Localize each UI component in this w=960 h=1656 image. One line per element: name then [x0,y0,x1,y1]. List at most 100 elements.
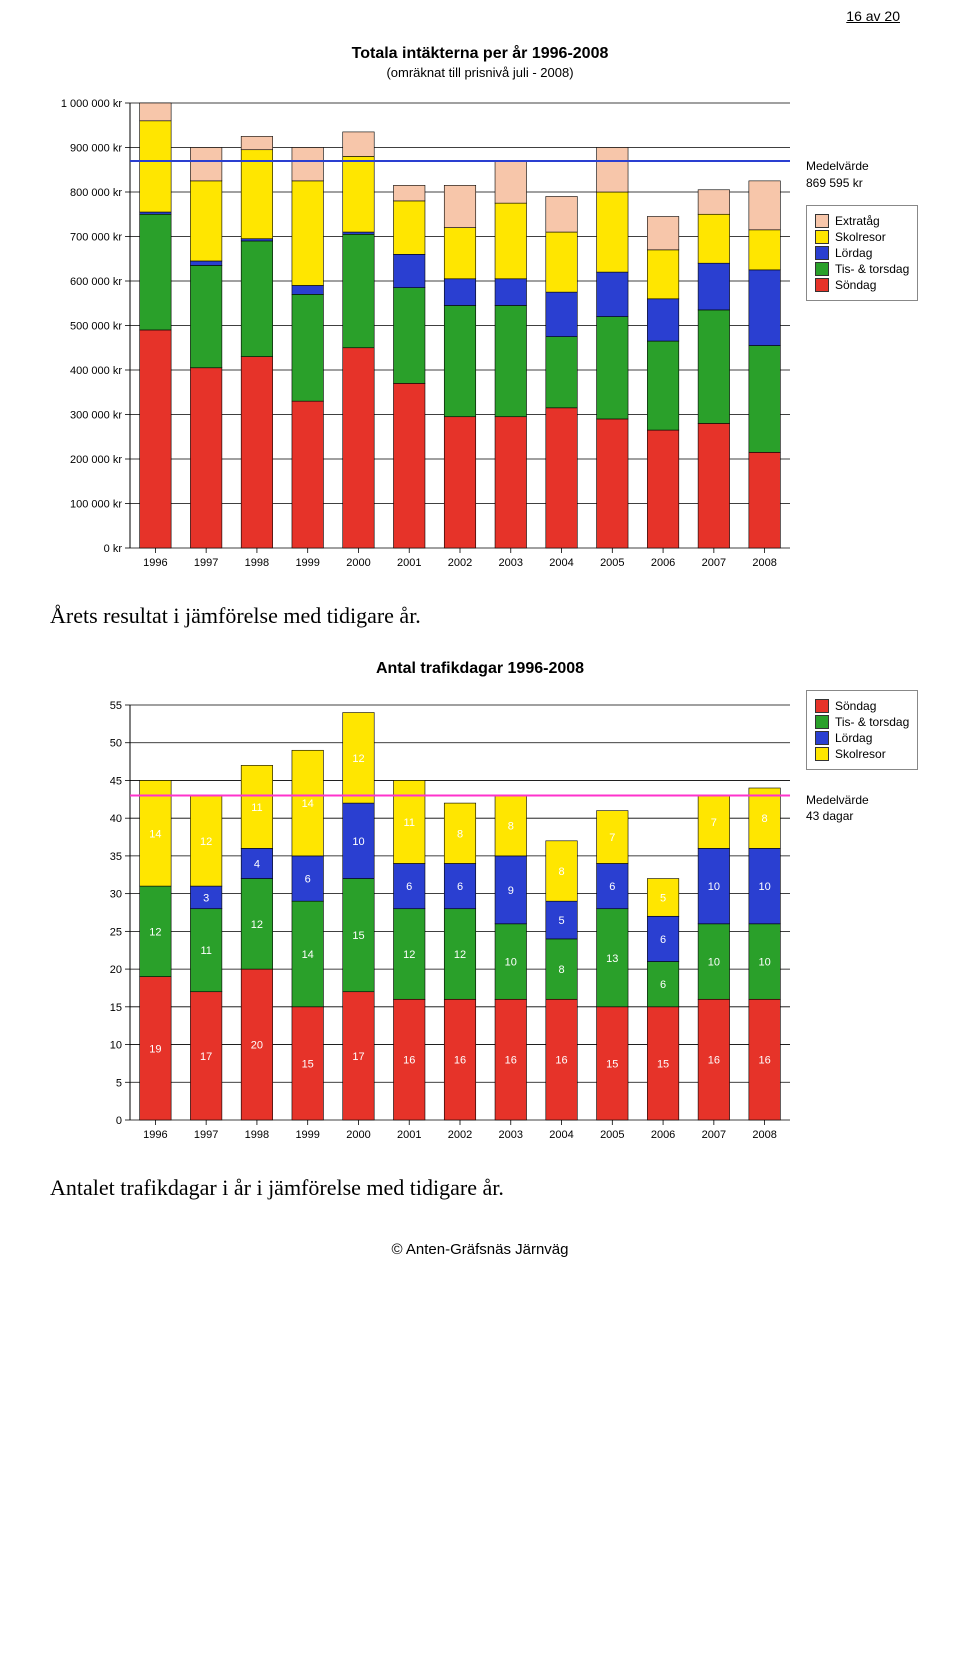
chart2-title: Antal trafikdagar 1996-2008 [40,659,920,680]
chart1-plot: 0 kr100 000 kr200 000 kr300 000 kr400 00… [40,88,800,583]
svg-text:5: 5 [660,892,666,904]
svg-text:9: 9 [508,884,514,896]
svg-text:2008: 2008 [752,1129,776,1141]
svg-text:6: 6 [406,881,412,893]
legend-label: Skolresor [835,747,886,761]
legend-label: Extratåg [835,214,880,228]
svg-text:19: 19 [149,1043,161,1055]
legend-item: Tis- & torsdag [815,262,909,276]
chart2-mean-label: Medelvärde 43 dagar [806,792,918,826]
svg-text:14: 14 [149,828,161,840]
svg-text:2007: 2007 [702,1129,726,1141]
svg-text:20: 20 [110,964,122,976]
legend-label: Skolresor [835,230,886,244]
svg-text:1997: 1997 [194,1129,218,1141]
svg-text:2001: 2001 [397,1129,421,1141]
chart2-legend: Söndag Tis- & torsdag Lördag Skolresor [806,690,918,770]
svg-text:35: 35 [110,851,122,863]
svg-text:15: 15 [302,1058,314,1070]
legend-item: Lördag [815,731,909,745]
legend-swatch [815,715,829,729]
legend-swatch [815,230,829,244]
svg-text:12: 12 [149,926,161,938]
svg-text:2000: 2000 [346,1129,370,1141]
svg-text:50: 50 [110,737,122,749]
legend-item: Söndag [815,278,909,292]
svg-text:10: 10 [708,956,720,968]
svg-text:12: 12 [200,835,212,847]
legend-swatch [815,262,829,276]
footer-copyright: © Anten-Gräfsnäs Järnväg [0,1241,960,1258]
svg-text:10: 10 [505,956,517,968]
legend-item: Tis- & torsdag [815,715,909,729]
svg-text:15: 15 [606,1058,618,1070]
svg-text:11: 11 [404,817,415,829]
svg-text:7: 7 [609,832,615,844]
svg-text:6: 6 [305,873,311,885]
legend-swatch [815,747,829,761]
legend-label: Tis- & torsdag [835,715,909,729]
svg-text:600 000 kr: 600 000 kr [70,276,122,288]
svg-text:2005: 2005 [600,1129,624,1141]
svg-text:6: 6 [457,881,463,893]
legend-swatch [815,214,829,228]
svg-text:2006: 2006 [651,1129,675,1141]
legend-item: Skolresor [815,747,909,761]
svg-text:6: 6 [660,979,666,991]
svg-text:8: 8 [558,964,564,976]
svg-text:2000: 2000 [346,557,370,569]
svg-text:700 000 kr: 700 000 kr [70,231,122,243]
svg-text:0: 0 [116,1115,122,1127]
svg-text:45: 45 [110,775,122,787]
legend-item: Söndag [815,699,909,713]
svg-text:1999: 1999 [295,1129,319,1141]
svg-text:1997: 1997 [194,557,218,569]
svg-text:10: 10 [708,881,720,893]
svg-text:14: 14 [302,798,314,810]
svg-text:6: 6 [609,881,615,893]
svg-text:30: 30 [110,888,122,900]
svg-text:1998: 1998 [245,557,269,569]
svg-text:10: 10 [758,881,770,893]
svg-text:400 000 kr: 400 000 kr [70,365,122,377]
svg-text:8: 8 [558,866,564,878]
svg-text:5: 5 [558,915,564,927]
svg-text:800 000 kr: 800 000 kr [70,187,122,199]
legend-label: Söndag [835,699,876,713]
svg-text:17: 17 [352,1050,364,1062]
svg-text:6: 6 [660,934,666,946]
svg-text:5: 5 [116,1077,122,1089]
caption1: Årets resultat i jämförelse med tidigare… [50,603,910,629]
legend-label: Lördag [835,246,872,260]
svg-text:10: 10 [758,956,770,968]
svg-text:16: 16 [403,1054,415,1066]
chart2-container: Antal trafikdagar 1996-2008 0 5 10 15 20 25 30… [40,659,920,1155]
svg-text:1 000 000 kr: 1 000 000 kr [61,98,122,110]
caption2: Antalet trafikdagar i år i jämförelse me… [50,1175,910,1201]
svg-text:500 000 kr: 500 000 kr [70,320,122,332]
svg-text:3: 3 [203,892,209,904]
svg-text:2004: 2004 [549,557,573,569]
chart1-title: Totala intäkterna per år 1996-2008 [40,44,920,65]
svg-text:13: 13 [606,952,618,964]
svg-text:1996: 1996 [143,557,167,569]
svg-text:2007: 2007 [702,557,726,569]
svg-text:16: 16 [505,1054,517,1066]
svg-text:25: 25 [110,926,122,938]
svg-text:300 000 kr: 300 000 kr [70,409,122,421]
svg-text:16: 16 [454,1054,466,1066]
svg-text:2003: 2003 [499,1129,523,1141]
chart1-container: Totala intäkterna per år 1996-2008 (omrä… [40,44,920,583]
svg-text:17: 17 [200,1050,212,1062]
chart1-mean-label: Medelvärde 869 595 kr [806,158,918,192]
chart1-legend: Extratåg Skolresor Lördag Tis- & torsdag Sön… [806,205,918,301]
svg-text:8: 8 [762,813,768,825]
svg-text:2008: 2008 [752,557,776,569]
legend-swatch [815,731,829,745]
legend-label: Söndag [835,278,876,292]
svg-text:20: 20 [251,1039,263,1051]
svg-text:10: 10 [352,835,364,847]
svg-text:12: 12 [403,949,415,961]
svg-text:16: 16 [708,1054,720,1066]
svg-text:0 kr: 0 kr [104,543,123,555]
